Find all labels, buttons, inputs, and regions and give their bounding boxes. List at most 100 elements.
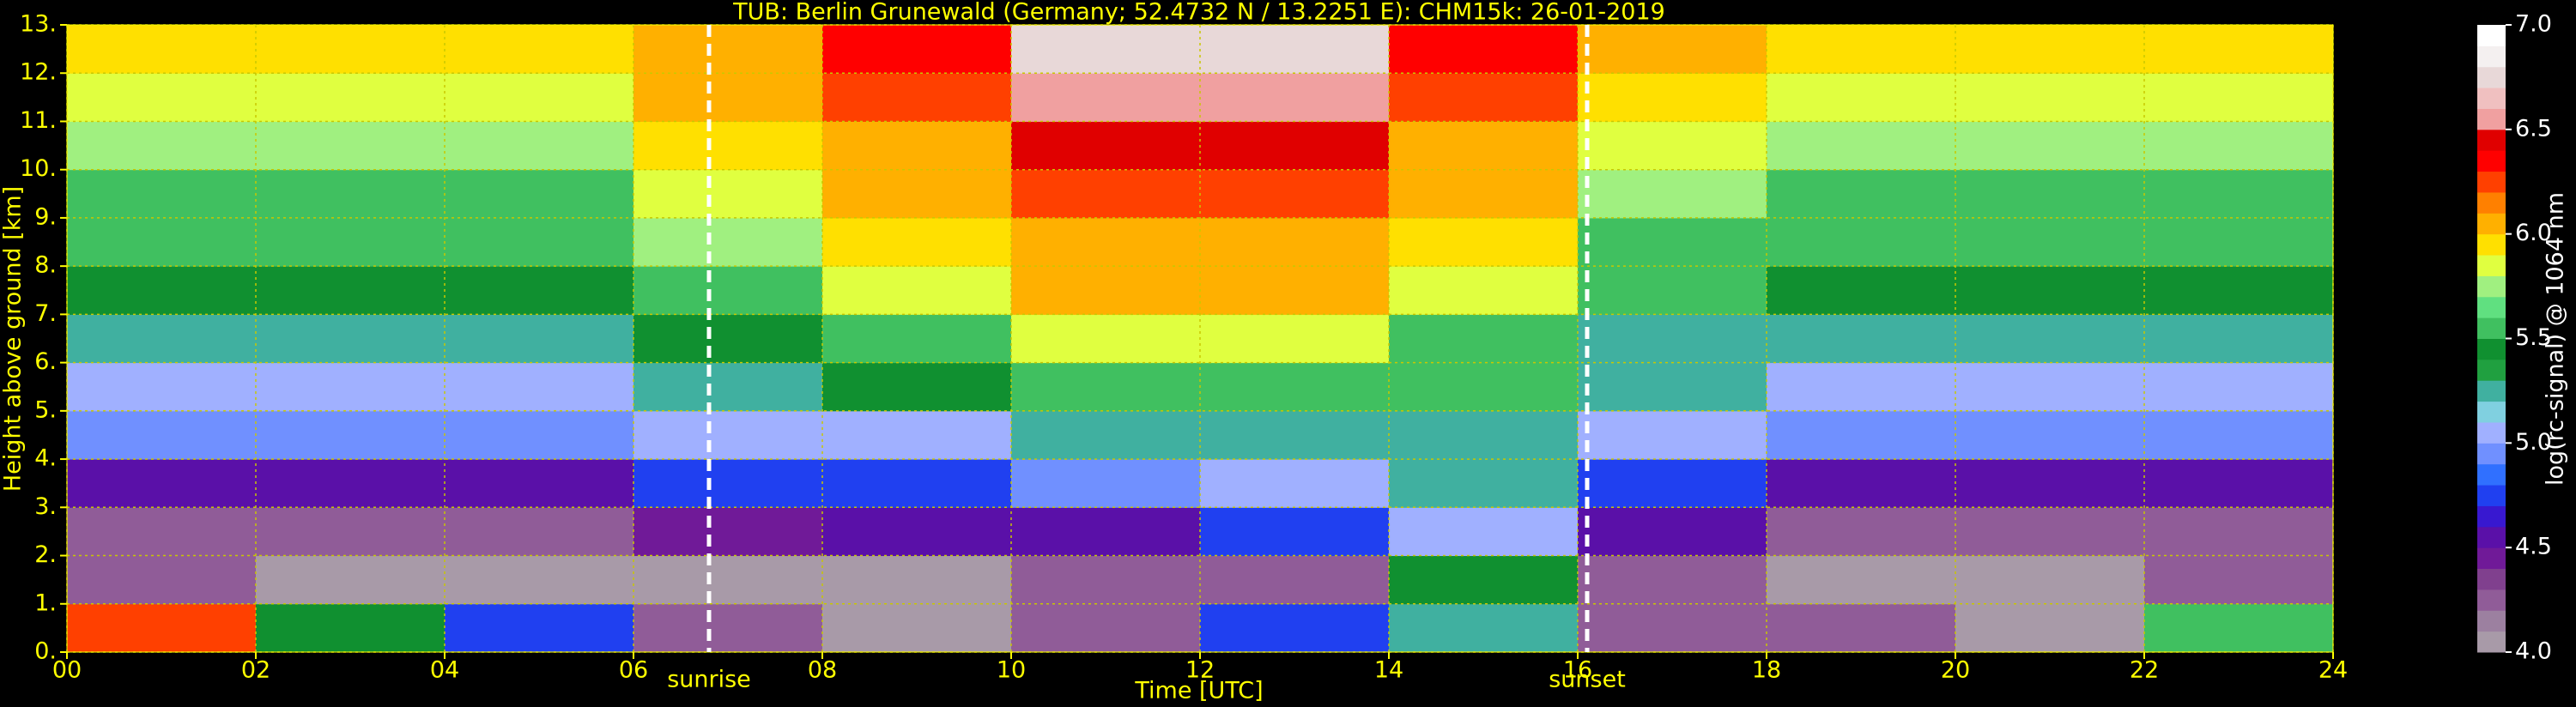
colorbar-swatch	[2477, 171, 2506, 193]
heatmap-cell	[256, 121, 445, 171]
heatmap-cell	[822, 410, 1012, 460]
heatmap-cell	[1011, 266, 1201, 315]
heatmap-cell	[1200, 555, 1390, 605]
heatmap-cell	[256, 217, 445, 267]
heatmap-cell	[1767, 314, 1956, 364]
heatmap-cell	[1955, 410, 2145, 460]
heatmap-cell	[1011, 362, 1201, 412]
heatmap-cell	[1200, 217, 1390, 267]
heatmap-cell	[1389, 603, 1579, 653]
heatmap-cell	[633, 555, 823, 605]
heatmap-cell	[633, 314, 823, 364]
heatmap-cell	[2144, 603, 2334, 653]
y-tick-label: 4.	[34, 445, 57, 472]
heatmap-cell	[1011, 555, 1201, 605]
heatmap-cell	[445, 73, 634, 122]
heatmap-cell	[1200, 507, 1390, 557]
heatmap-cell	[67, 266, 257, 315]
heatmap-cell	[1578, 459, 1767, 508]
heatmap-cell	[67, 459, 257, 508]
heatmap-cell	[633, 603, 823, 653]
heatmap-cell	[67, 603, 257, 653]
colorbar-swatch	[2477, 443, 2506, 465]
y-tick-label: 6.	[34, 348, 57, 375]
heatmap-cell	[1578, 410, 1767, 460]
heatmap-cell	[1578, 169, 1767, 219]
heatmap-cell	[2144, 362, 2334, 412]
colorbar-tick-label: 7.0	[2515, 11, 2552, 38]
heatmap-cell	[2144, 555, 2334, 605]
colorbar-swatch	[2477, 338, 2506, 360]
colorbar-swatch	[2477, 213, 2506, 235]
y-tick-label: 13.	[20, 11, 57, 38]
heatmap-cell	[1955, 266, 2145, 315]
heatmap-cell	[1200, 25, 1390, 74]
y-tick-label: 11.	[20, 107, 57, 134]
heatmap-cell	[256, 314, 445, 364]
heatmap-cell	[1389, 266, 1579, 315]
colorbar-swatch	[2477, 88, 2506, 109]
colorbar-swatch	[2477, 526, 2506, 548]
heatmap-cell	[1578, 362, 1767, 412]
heatmap-cell	[1389, 507, 1579, 557]
x-tick-label: 10	[997, 657, 1026, 684]
heatmap-cell	[1011, 603, 1201, 653]
heatmap-cell	[445, 266, 634, 315]
x-tick-label: 22	[2130, 657, 2159, 684]
heatmap-cell	[1578, 266, 1767, 315]
heatmap-cell	[1578, 603, 1767, 653]
heatmap-cell	[822, 217, 1012, 267]
heatmap-cell	[822, 362, 1012, 412]
heatmap-cell	[1955, 362, 2145, 412]
heatmap-cell	[67, 169, 257, 219]
heatmap-cell	[1389, 73, 1579, 122]
colorbar-swatch	[2477, 233, 2506, 256]
heatmap-cell	[2144, 507, 2334, 557]
heatmap-cell	[256, 362, 445, 412]
heatmap-cell	[256, 73, 445, 122]
heatmap-cell	[1767, 555, 1956, 605]
heatmap-cell	[1955, 507, 2145, 557]
heatmap-cell	[1011, 169, 1201, 219]
heatmap-cell	[2144, 410, 2334, 460]
colorbar-label: log(rc-signal) @ 1064 nm	[2543, 192, 2569, 486]
y-tick-label: 7.	[34, 300, 57, 327]
heatmap-cell	[1578, 73, 1767, 122]
colorbar-swatch	[2477, 25, 2506, 46]
heatmap-cell	[67, 555, 257, 605]
heatmap-cell	[1955, 314, 2145, 364]
heatmap-cell	[256, 410, 445, 460]
heatmap-cell	[445, 217, 634, 267]
heatmap-cell	[1389, 25, 1579, 74]
heatmap-cell	[633, 217, 823, 267]
heatmap-cell	[1389, 362, 1579, 412]
heatmap-cell	[1767, 121, 1956, 171]
heatmap-cell	[1200, 459, 1390, 508]
colorbar-swatch	[2477, 547, 2506, 570]
heatmap-cell	[1200, 314, 1390, 364]
heatmap-cell	[1578, 555, 1767, 605]
heatmap-cell	[822, 555, 1012, 605]
heatmap-cell	[1767, 410, 1956, 460]
heatmap-cell	[67, 507, 257, 557]
heatmap-cell	[1200, 169, 1390, 219]
colorbar-swatch	[2477, 45, 2506, 68]
colorbar-tick-label: 6.5	[2515, 115, 2552, 142]
colorbar-swatch	[2477, 463, 2506, 486]
colorbar-swatch	[2477, 359, 2506, 381]
colorbar-swatch	[2477, 485, 2506, 506]
heatmap-cell	[1955, 459, 2145, 508]
heatmap-cell	[445, 555, 634, 605]
heatmap-cell	[1955, 121, 2145, 171]
heatmap-cell	[256, 25, 445, 74]
x-tick-label: 14	[1374, 657, 1403, 684]
heatmap-cell	[1955, 555, 2145, 605]
heatmap-cell	[1955, 603, 2145, 653]
heatmap-cell	[67, 314, 257, 364]
colorbar-swatch	[2477, 150, 2506, 172]
y-tick-label: 5.	[34, 396, 57, 423]
x-tick-label: 24	[2318, 657, 2348, 684]
heatmap-cell	[1767, 73, 1956, 122]
heatmap-cell	[633, 266, 823, 315]
